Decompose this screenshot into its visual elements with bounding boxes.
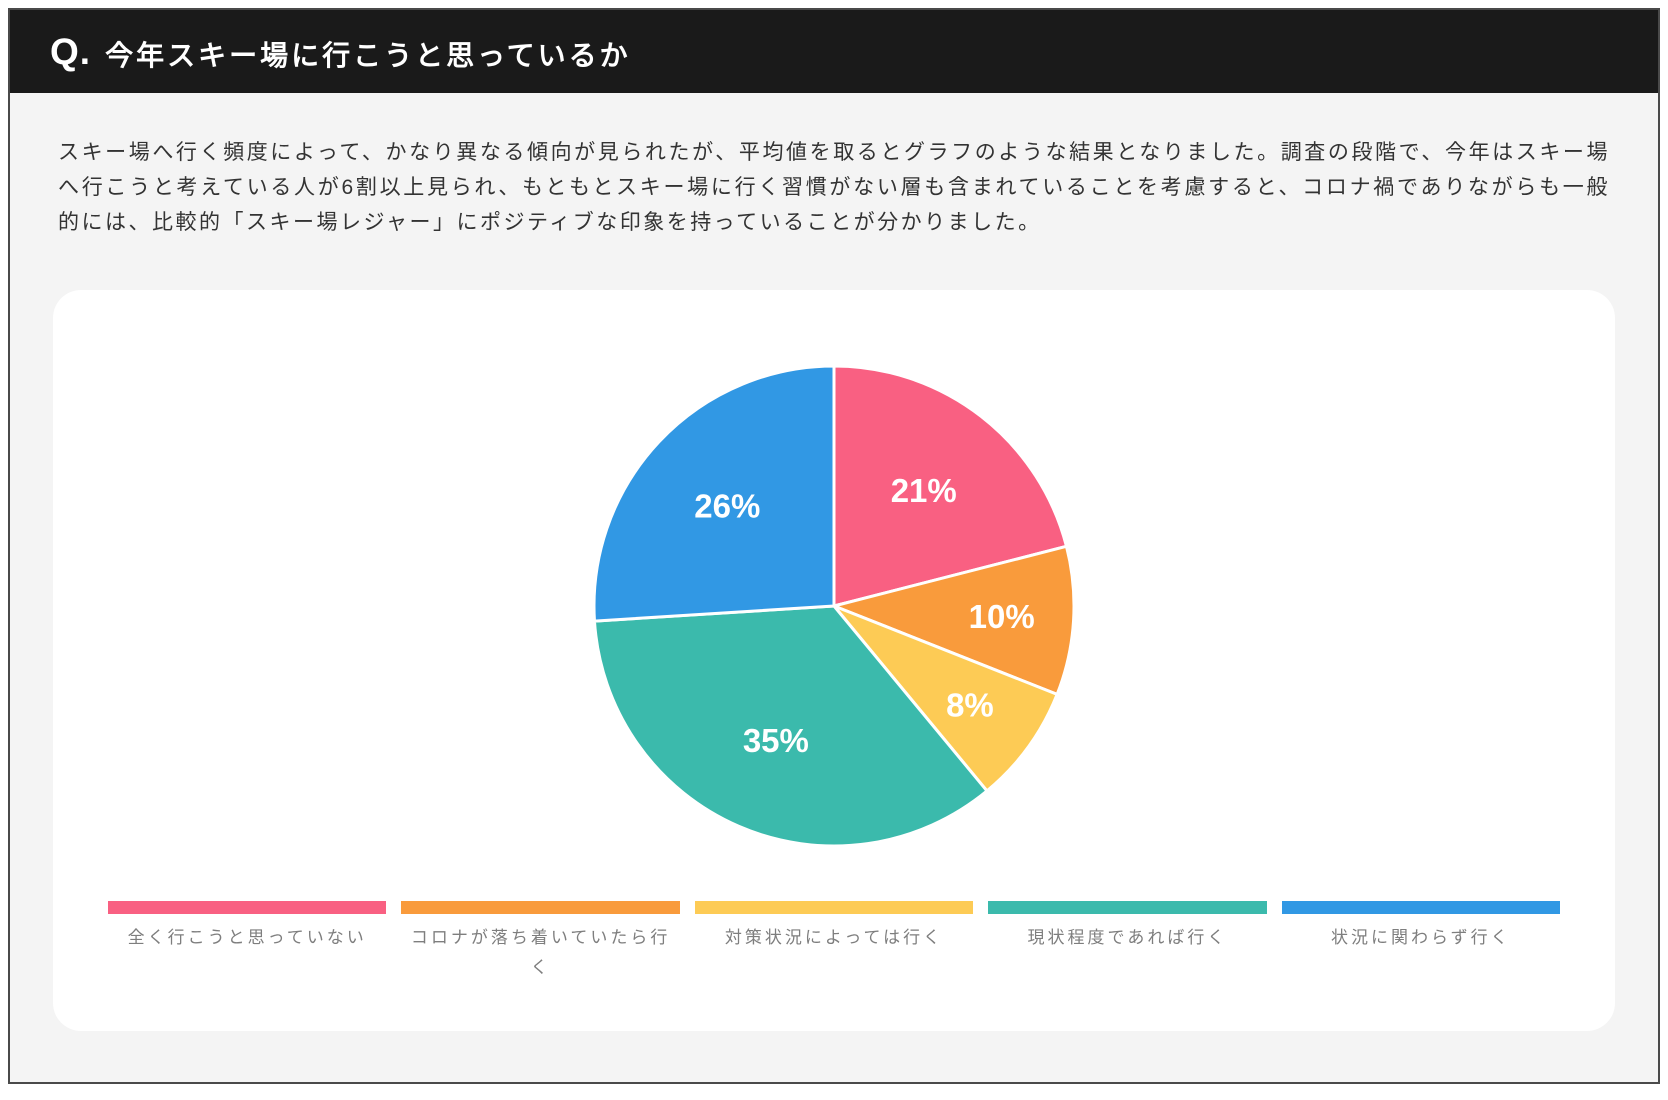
question-header: Q. 今年スキー場に行こうと思っているか — [10, 10, 1658, 93]
pie-value-label: 35% — [743, 722, 809, 759]
content-area: スキー場へ行く頻度によって、かなり異なる傾向が見られたが、平均値を取るとグラフの… — [10, 135, 1658, 1031]
pie-chart-container: 21% 10% 8% 35% 26% — [589, 361, 1079, 851]
pie-value-label: 10% — [969, 598, 1035, 635]
pie-slice — [592, 364, 836, 623]
legend-label: 現状程度であれば行く — [1027, 928, 1228, 947]
pie-slice — [832, 544, 1076, 696]
pie-slice — [592, 604, 989, 848]
pie-value-label: 8% — [946, 686, 994, 723]
pie-value-label: 21% — [891, 472, 957, 509]
legend-swatch — [1281, 901, 1561, 914]
legend-label: コロナが落ち着いていたら行く — [410, 928, 671, 977]
legend-item: 対策状況によっては行く — [694, 901, 974, 983]
legend-swatch — [108, 901, 387, 914]
legend-label: 対策状況によっては行く — [724, 928, 944, 947]
legend-item: 全く行こうと思っていない — [108, 901, 387, 983]
pie-value-label: 26% — [694, 487, 760, 524]
page-frame: Q. 今年スキー場に行こうと思っているか スキー場へ行く頻度によって、かなり異な… — [8, 8, 1660, 1084]
legend-swatch — [988, 901, 1267, 914]
question-prefix: Q. — [50, 30, 92, 72]
legend-item: コロナが落ち着いていたら行く — [401, 901, 680, 983]
legend-item: 状況に関わらず行く — [1281, 901, 1561, 983]
pie-slice — [832, 604, 1059, 793]
question-title: 今年スキー場に行こうと思っているか — [105, 39, 631, 71]
legend-label: 全く行こうと思っていない — [127, 928, 367, 947]
pie-slice — [832, 364, 1068, 608]
legend-item: 現状程度であれば行く — [988, 901, 1267, 983]
chart-card: 21% 10% 8% 35% 26% 全く行こうと思っていない コロナが落ち着いていたら行… — [53, 290, 1615, 1031]
summary-paragraph: スキー場へ行く頻度によって、かなり異なる傾向が見られたが、平均値を取るとグラフの… — [58, 141, 1610, 234]
legend-swatch — [401, 901, 680, 914]
legend-swatch — [694, 901, 974, 914]
chart-legend: 全く行こうと思っていない コロナが落ち着いていたら行く 対策状況によっては行く 現状程… — [108, 901, 1561, 983]
pie-chart: 21% 10% 8% 35% 26% — [592, 364, 1076, 848]
legend-label: 状況に関わらず行く — [1330, 928, 1511, 947]
